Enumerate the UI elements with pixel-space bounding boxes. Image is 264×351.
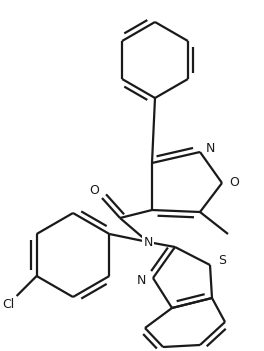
Text: N: N xyxy=(136,273,146,286)
Text: S: S xyxy=(218,254,226,267)
Text: N: N xyxy=(143,236,153,249)
Text: O: O xyxy=(229,177,239,190)
Text: N: N xyxy=(205,141,215,154)
Text: Cl: Cl xyxy=(2,298,15,311)
Text: O: O xyxy=(89,184,99,197)
